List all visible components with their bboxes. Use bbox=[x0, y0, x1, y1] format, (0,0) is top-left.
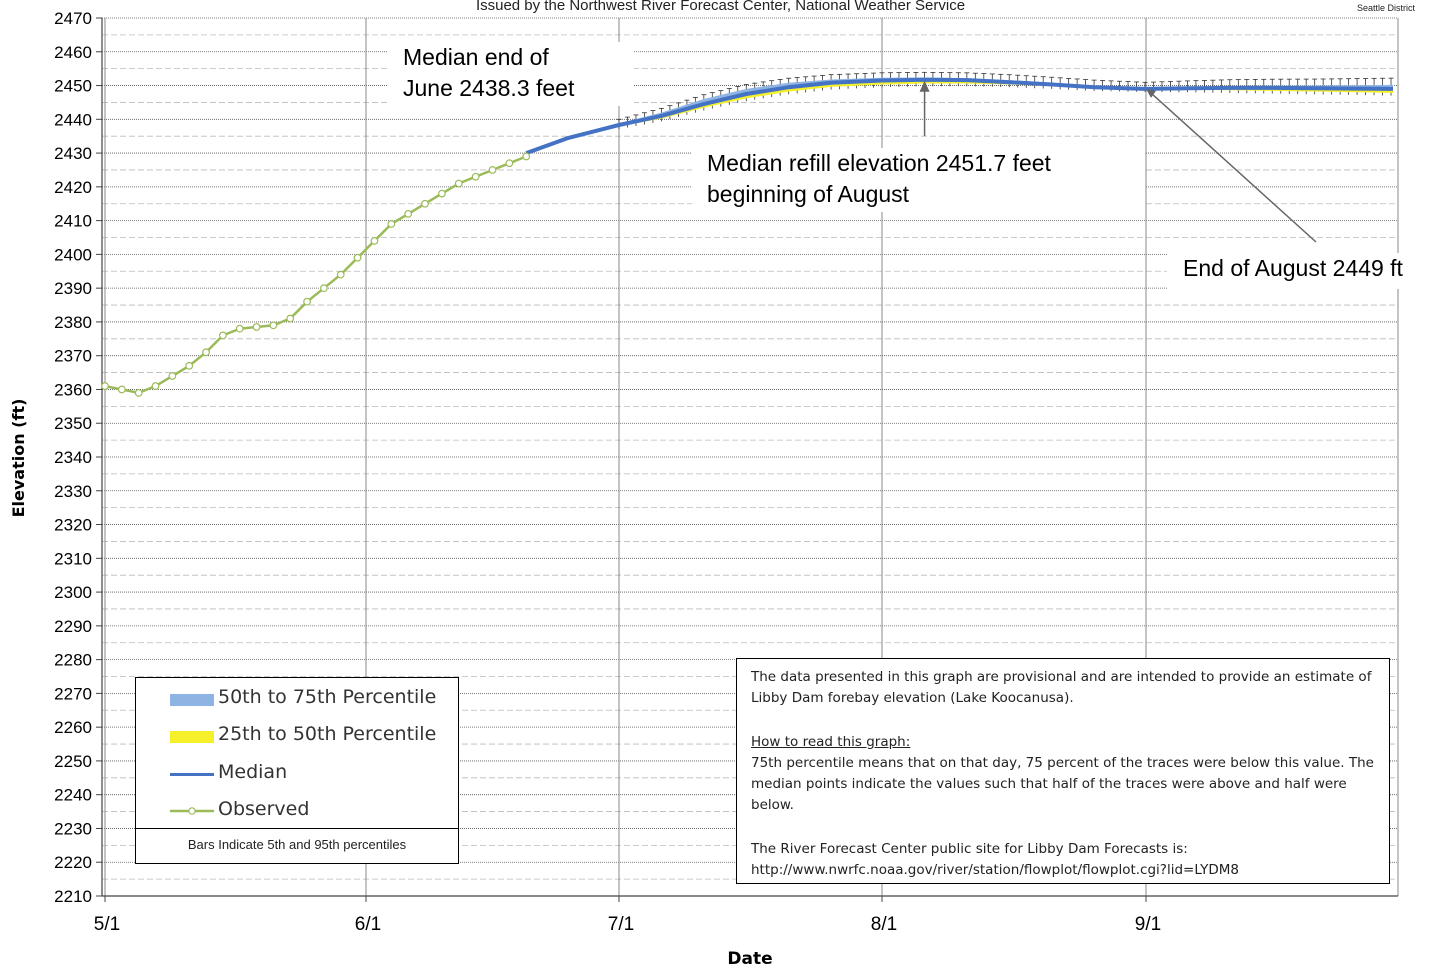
y-tick-label-2270: 2270 bbox=[54, 684, 92, 703]
observed-point bbox=[185, 361, 194, 370]
legend-label-observed: Observed bbox=[218, 798, 310, 820]
observed-point bbox=[101, 382, 109, 390]
annotation-august-line: End of August 2449 ft bbox=[1183, 255, 1403, 281]
y-tick-label-2210: 2210 bbox=[54, 887, 92, 906]
seattle-district-logo-text: Seattle District bbox=[1356, 3, 1415, 13]
annotation-refill-line1: Median refill elevation 2451.7 feet bbox=[707, 150, 1051, 176]
info-provisional-text: The data presented in this graph are pro… bbox=[751, 669, 1372, 706]
annotation-june-line1: Median end of bbox=[403, 44, 549, 70]
x-tick-label-9-1: 9/1 bbox=[1135, 914, 1161, 935]
info-percentile-text: 75th percentile means that on that day, … bbox=[751, 755, 1374, 813]
y-tick-label-2400: 2400 bbox=[54, 245, 92, 264]
y-tick-label-2370: 2370 bbox=[54, 347, 92, 366]
median-line bbox=[525, 77, 1394, 155]
observed-point bbox=[252, 323, 261, 331]
observed-point bbox=[370, 236, 379, 245]
observed-point bbox=[151, 382, 160, 390]
observed-point bbox=[134, 388, 143, 397]
observed-point bbox=[522, 152, 531, 161]
observed-point bbox=[168, 372, 177, 380]
legend-label-50-75: 50th to 75th Percentile bbox=[218, 686, 437, 708]
observed-point bbox=[202, 348, 210, 357]
annotation-august-end: End of August 2449 ft bbox=[1167, 253, 1441, 289]
info-heading-underline: How to read this graph: bbox=[751, 734, 911, 750]
y-tick-label-2460: 2460 bbox=[54, 43, 92, 62]
y-tick-label-2440: 2440 bbox=[54, 110, 92, 129]
observed-point bbox=[286, 314, 295, 323]
y-tick-label-2410: 2410 bbox=[54, 212, 92, 231]
observed-point bbox=[269, 321, 278, 330]
observed-point bbox=[336, 270, 345, 279]
y-tick-label-2390: 2390 bbox=[54, 279, 92, 298]
observed-point bbox=[218, 331, 227, 340]
y-tick-label-2230: 2230 bbox=[54, 819, 92, 838]
observed-point bbox=[303, 297, 311, 306]
x-tick-label-8-1: 8/1 bbox=[871, 914, 897, 935]
y-tick-label-2470: 2470 bbox=[54, 9, 92, 28]
observed-point bbox=[387, 220, 396, 228]
refill-arrow-head bbox=[919, 80, 930, 92]
series-lines bbox=[101, 77, 1394, 397]
info-site-text: The River Forecast Center public site fo… bbox=[751, 841, 1188, 857]
y-tick-label-2330: 2330 bbox=[54, 482, 92, 501]
annotation-median-june: Median end of June 2438.3 feet bbox=[387, 42, 634, 106]
annotation-arrows bbox=[919, 80, 1317, 243]
legend-bars-note: Bars Indicate 5th and 95th percentiles bbox=[136, 828, 458, 863]
band-50-75 bbox=[619, 77, 1393, 125]
observed-point bbox=[404, 209, 413, 218]
y-tick-label-2220: 2220 bbox=[54, 853, 92, 872]
observed-point bbox=[438, 189, 446, 198]
info-site-url[interactable]: http://www.nwrfc.noaa.gov/river/station/… bbox=[751, 862, 1239, 878]
annotation-refill-line2: beginning of August bbox=[707, 181, 910, 207]
legend-swatch-50-75 bbox=[170, 694, 214, 706]
annotation-median-refill: Median refill elevation 2451.7 feet begi… bbox=[692, 148, 1145, 212]
y-tick-label-2310: 2310 bbox=[54, 549, 92, 568]
y-tick-label-2320: 2320 bbox=[54, 516, 92, 535]
y-tick-label-2430: 2430 bbox=[54, 144, 92, 163]
observed-point bbox=[505, 159, 514, 168]
y-tick-label-2240: 2240 bbox=[54, 786, 92, 805]
y-tick-label-2260: 2260 bbox=[54, 718, 92, 737]
issued-by-caption: Issued by the Northwest River Forecast C… bbox=[475, 0, 966, 14]
observed-line bbox=[104, 155, 527, 395]
observed-point bbox=[471, 172, 480, 181]
observed-point bbox=[488, 166, 497, 174]
august-arrow-line bbox=[1151, 93, 1317, 243]
x-tick-label-7-1: 7/1 bbox=[608, 914, 634, 935]
y-tick-label-2420: 2420 bbox=[54, 178, 92, 197]
y-tick-label-2350: 2350 bbox=[54, 414, 92, 433]
legend-label-median: Median bbox=[218, 761, 288, 783]
y-tick-label-2300: 2300 bbox=[54, 583, 92, 602]
x-axis-label: Date bbox=[727, 949, 772, 969]
observed-point bbox=[454, 179, 463, 188]
observed-point bbox=[421, 199, 429, 208]
y-tick-label-2290: 2290 bbox=[54, 617, 92, 636]
y-axis-ticks: 2210 2220 2230 2240 2250 2260 2270 2280 2290 2300… bbox=[54, 9, 102, 906]
legend-label-25-50: 25th to 50th Percentile bbox=[218, 723, 437, 745]
x-tick-label-5-1: 5/1 bbox=[94, 914, 120, 935]
legend-swatch-25-50 bbox=[170, 731, 214, 743]
legend: 50th to 75th Percentile 25th to 50th Per… bbox=[135, 677, 459, 864]
info-how-to-heading: How to read this graph: bbox=[751, 732, 1376, 753]
y-tick-label-2250: 2250 bbox=[54, 752, 92, 771]
y-tick-label-2360: 2360 bbox=[54, 380, 92, 399]
y-tick-label-2380: 2380 bbox=[54, 313, 92, 332]
info-box: The data presented in this graph are pro… bbox=[736, 658, 1390, 884]
percentile-bars bbox=[616, 71, 1394, 130]
annotation-june-line2: June 2438.3 feet bbox=[403, 75, 575, 101]
observed-point bbox=[353, 253, 362, 262]
observed-point bbox=[117, 385, 126, 394]
y-tick-label-2340: 2340 bbox=[54, 448, 92, 467]
august-arrow-head bbox=[1146, 88, 1156, 98]
x-tick-label-6-1: 6/1 bbox=[355, 914, 381, 935]
x-axis-ticks: 5/1 6/1 7/1 8/1 9/1 bbox=[94, 896, 1161, 935]
legend-swatch-observed bbox=[170, 807, 214, 815]
legend-swatch-median bbox=[170, 773, 214, 776]
observed-point bbox=[235, 324, 244, 333]
y-tick-label-2450: 2450 bbox=[54, 77, 92, 96]
y-tick-label-2280: 2280 bbox=[54, 651, 92, 670]
y-axis-label: Elevation (ft) bbox=[9, 399, 28, 518]
observed-point bbox=[320, 284, 328, 293]
